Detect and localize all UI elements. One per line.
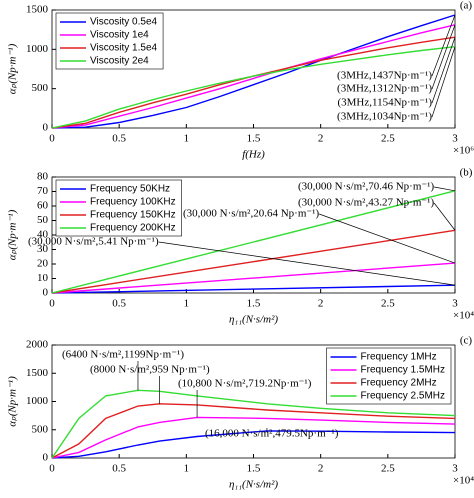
x-exponent: ×10⁴	[453, 310, 474, 322]
annotation-arrow	[431, 37, 456, 104]
series-line	[51, 190, 456, 294]
y-tick-label: 1500	[26, 4, 49, 16]
legend-label: Frequency 1MHz	[361, 352, 437, 363]
annotation: (30,000 N·s/m²,70.46 Np·m⁻¹)	[298, 181, 434, 193]
x-axis-label: η₁₁(N·s/m²)	[229, 314, 278, 326]
annotation: (8000 N·s/m²,959 Np·m⁻¹)	[90, 364, 210, 376]
x-tick-label: 0.5	[112, 298, 126, 310]
legend-label: Viscosity 0.5e4	[90, 17, 158, 28]
x-tick-label: 0	[49, 463, 55, 475]
x-tick-label: 1.5	[247, 133, 261, 145]
x-axis-label: η₁₁(N·s/m²)	[229, 479, 278, 491]
annotation: (30,000 N·s/m²,20.64 Np·m⁻¹)	[183, 208, 319, 220]
annotation: (6400 N·s/m²,1199Np·m⁻¹)	[62, 349, 184, 361]
x-tick-label: 1.5	[247, 298, 261, 310]
y-tick-label: 80	[37, 171, 49, 183]
x-exponent: ×10⁶	[453, 145, 474, 157]
legend-label: Frequency 150KHz	[90, 210, 176, 221]
legend-label: Viscosity 1e4	[90, 30, 149, 41]
y-tick-label: 0	[43, 122, 49, 134]
annotation-arrow	[319, 213, 456, 264]
y-axis-label: αₚ(Np·m⁻¹)	[7, 43, 19, 94]
x-tick-label: 1	[184, 133, 190, 145]
series-line	[51, 14, 456, 129]
x-tick-label: 1	[184, 298, 190, 310]
x-tick-label: 0.5	[112, 133, 126, 145]
legend: Viscosity 0.5e4 Viscosity 1e4 Viscosity 1.…	[55, 12, 164, 70]
y-tick-label: 1500	[26, 367, 49, 379]
series-line	[51, 416, 456, 459]
annotation: (3MHz,1437Np·m⁻¹)	[337, 70, 432, 82]
annotation: (3MHz,1034Np·m⁻¹)	[337, 111, 432, 123]
x-tick-label: 3	[452, 463, 458, 475]
x-tick-label: 2.5	[381, 298, 395, 310]
x-tick-label: 0	[49, 133, 55, 145]
panel-label: (c)	[460, 335, 473, 347]
legend-label: Frequency 200KHz	[90, 223, 176, 234]
x-tick-label: 0	[49, 298, 55, 310]
legend-label: Frequency 50KHz	[90, 184, 170, 195]
x-tick-label: 0.5	[112, 463, 126, 475]
annotation: (3MHz,1154Np·m⁻¹)	[337, 97, 432, 109]
y-tick-label: 10	[37, 272, 49, 284]
legend-label: Frequency 2.5MHz	[361, 391, 445, 402]
x-tick-label: 3	[452, 133, 458, 145]
legend-label: Frequency 1.5MHz	[361, 365, 445, 376]
x-tick-label: 2	[318, 133, 324, 145]
annotation-arrow	[433, 202, 456, 231]
legend: Frequency 1MHz Frequency 1.5MHz Frequency …	[326, 347, 452, 405]
annotation-arrow	[431, 46, 456, 118]
series-line	[51, 262, 456, 294]
x-tick-label: 2.5	[381, 463, 395, 475]
y-tick-label: 500	[32, 423, 49, 435]
annotation-arrow	[158, 241, 456, 286]
legend-label: Frequency 100KHz	[90, 197, 176, 208]
y-tick-label: 20	[37, 258, 49, 270]
annotation: (3MHz,1312Np·m⁻¹)	[337, 83, 432, 95]
series-line	[51, 389, 456, 459]
x-tick-label: 2.5	[381, 133, 395, 145]
legend-label: Viscosity 2e4	[90, 56, 149, 67]
annotation-arrow	[434, 186, 456, 192]
annotation: (16,000 N·s/m²,479.5Np·m⁻¹)	[205, 428, 339, 440]
series-line	[51, 229, 456, 294]
x-tick-label: 1.5	[247, 463, 261, 475]
y-tick-label: 2000	[26, 339, 49, 351]
y-axis-label: αₚ(Np·m⁻¹)	[7, 376, 19, 427]
x-tick-label: 2	[318, 298, 324, 310]
series-line	[51, 284, 456, 294]
y-axis-label: αₚ(Np·m⁻¹)	[7, 209, 19, 260]
annotation: (30,000 N·s/m²,5.41 Np·m⁻¹)	[28, 236, 159, 248]
x-tick-label: 2	[318, 463, 324, 475]
y-tick-label: 70	[37, 185, 49, 197]
legend-label: Frequency 2MHz	[361, 378, 437, 389]
y-tick-label: 0	[43, 452, 49, 464]
y-tick-label: 500	[32, 82, 49, 94]
series-line	[51, 46, 456, 129]
legend: Frequency 50KHz Frequency 100KHz Frequency…	[55, 179, 182, 237]
y-tick-label: 40	[37, 229, 49, 241]
annotation-arrow	[431, 24, 456, 90]
panel-label: (b)	[460, 167, 473, 179]
x-axis-label: f(Hz)	[242, 149, 265, 161]
panel-label: (a)	[460, 0, 473, 12]
y-tick-label: 1000	[26, 43, 49, 55]
annotation: (10,800 N·s/m²,719.2Np·m⁻¹)	[178, 378, 312, 390]
x-tick-label: 3	[452, 298, 458, 310]
y-tick-label: 1000	[26, 395, 49, 407]
series-line	[51, 24, 456, 129]
y-tick-label: 50	[37, 214, 49, 226]
y-tick-label: 0	[43, 287, 49, 299]
x-exponent: ×10⁴	[453, 475, 474, 487]
series-line	[51, 430, 456, 459]
x-tick-label: 1	[184, 463, 190, 475]
y-tick-label: 60	[37, 200, 49, 212]
annotation: (30,000 N·s/m²,43.27 Np·m⁻¹)	[298, 197, 434, 209]
series-line	[51, 403, 456, 459]
y-tick-label: 30	[37, 243, 49, 255]
legend-label: Viscosity 1.5e4	[90, 43, 158, 54]
annotation-arrow	[431, 14, 456, 77]
